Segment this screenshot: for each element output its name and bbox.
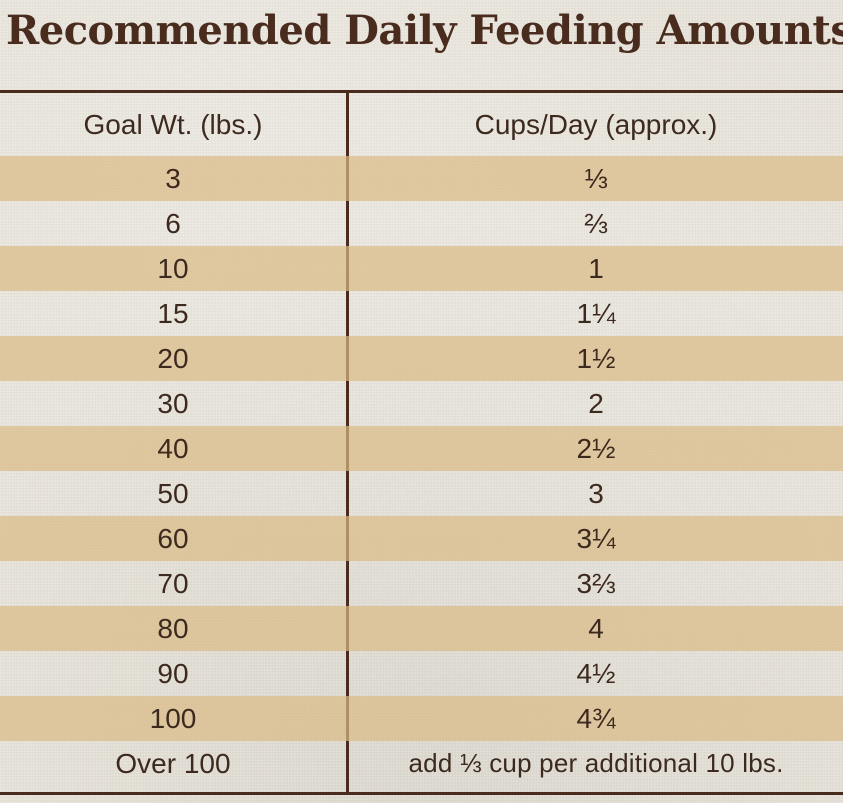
table-row: 70 3⅔ — [0, 561, 843, 606]
cell-cups-per-day: 1¼ — [576, 297, 616, 329]
table-row: 90 4½ — [0, 651, 843, 696]
cell-goal-weight: 6 — [165, 207, 181, 239]
cell-cups-per-day: 3⅔ — [576, 567, 616, 599]
header-goal-weight: Goal Wt. (lbs.) — [83, 108, 263, 140]
table-row: 6 ⅔ — [0, 201, 843, 246]
cell-cups-per-day: 3¼ — [576, 522, 616, 554]
cell-goal-weight: 30 — [157, 387, 189, 419]
cell-goal-weight: 100 — [149, 702, 197, 734]
table-bottom-rule — [0, 792, 843, 795]
table-row: 50 3 — [0, 471, 843, 516]
table-header-row: Goal Wt. (lbs.) Cups/Day (approx.) — [0, 93, 843, 156]
cell-goal-weight: 70 — [157, 567, 189, 599]
table-row: 3 ⅓ — [0, 156, 843, 201]
cell-cups-per-day: 1 — [588, 252, 604, 284]
table-row: Over 100 add ⅓ cup per additional 10 lbs… — [0, 741, 843, 786]
cell-goal-weight: 20 — [157, 342, 189, 374]
cell-goal-weight: 40 — [157, 432, 189, 464]
cell-cups-per-day: 4¾ — [576, 702, 616, 734]
cell-goal-weight: 60 — [157, 522, 189, 554]
feeding-table: Goal Wt. (lbs.) Cups/Day (approx.) 3 ⅓ 6… — [0, 90, 843, 795]
table-row: 60 3¼ — [0, 516, 843, 561]
cell-goal-weight: 3 — [165, 162, 181, 194]
cell-cups-per-day: ⅓ — [584, 162, 608, 194]
table-row: 15 1¼ — [0, 291, 843, 336]
cell-goal-weight: Over 100 — [115, 747, 231, 779]
cell-cups-per-day: 4 — [588, 612, 604, 644]
cell-goal-weight: 10 — [157, 252, 189, 284]
cell-cups-per-day: add ⅓ cup per additional 10 lbs. — [408, 748, 784, 778]
table-top-rule — [0, 90, 843, 93]
cell-goal-weight: 50 — [157, 477, 189, 509]
cell-goal-weight: 80 — [157, 612, 189, 644]
table-row: 100 4¾ — [0, 696, 843, 741]
cell-cups-per-day: 1½ — [576, 342, 616, 374]
cell-cups-per-day: 2 — [588, 387, 604, 419]
table-body: 3 ⅓ 6 ⅔ 10 1 15 1¼ 20 1½ 30 2 40 2½ 50 3 — [0, 156, 843, 792]
table-row: 80 4 — [0, 606, 843, 651]
page-title: Recommended Daily Feeding Amounts: — [6, 7, 843, 54]
table-row: 40 2½ — [0, 426, 843, 471]
cell-cups-per-day: ⅔ — [584, 207, 608, 239]
table-row: 10 1 — [0, 246, 843, 291]
table-row: 20 1½ — [0, 336, 843, 381]
cell-goal-weight: 15 — [157, 297, 189, 329]
cell-cups-per-day: 3 — [588, 477, 604, 509]
table-row: 30 2 — [0, 381, 843, 426]
cell-cups-per-day: 2½ — [576, 432, 616, 464]
header-cups-per-day: Cups/Day (approx.) — [474, 108, 718, 140]
cell-cups-per-day: 4½ — [576, 657, 616, 689]
cell-goal-weight: 90 — [157, 657, 189, 689]
